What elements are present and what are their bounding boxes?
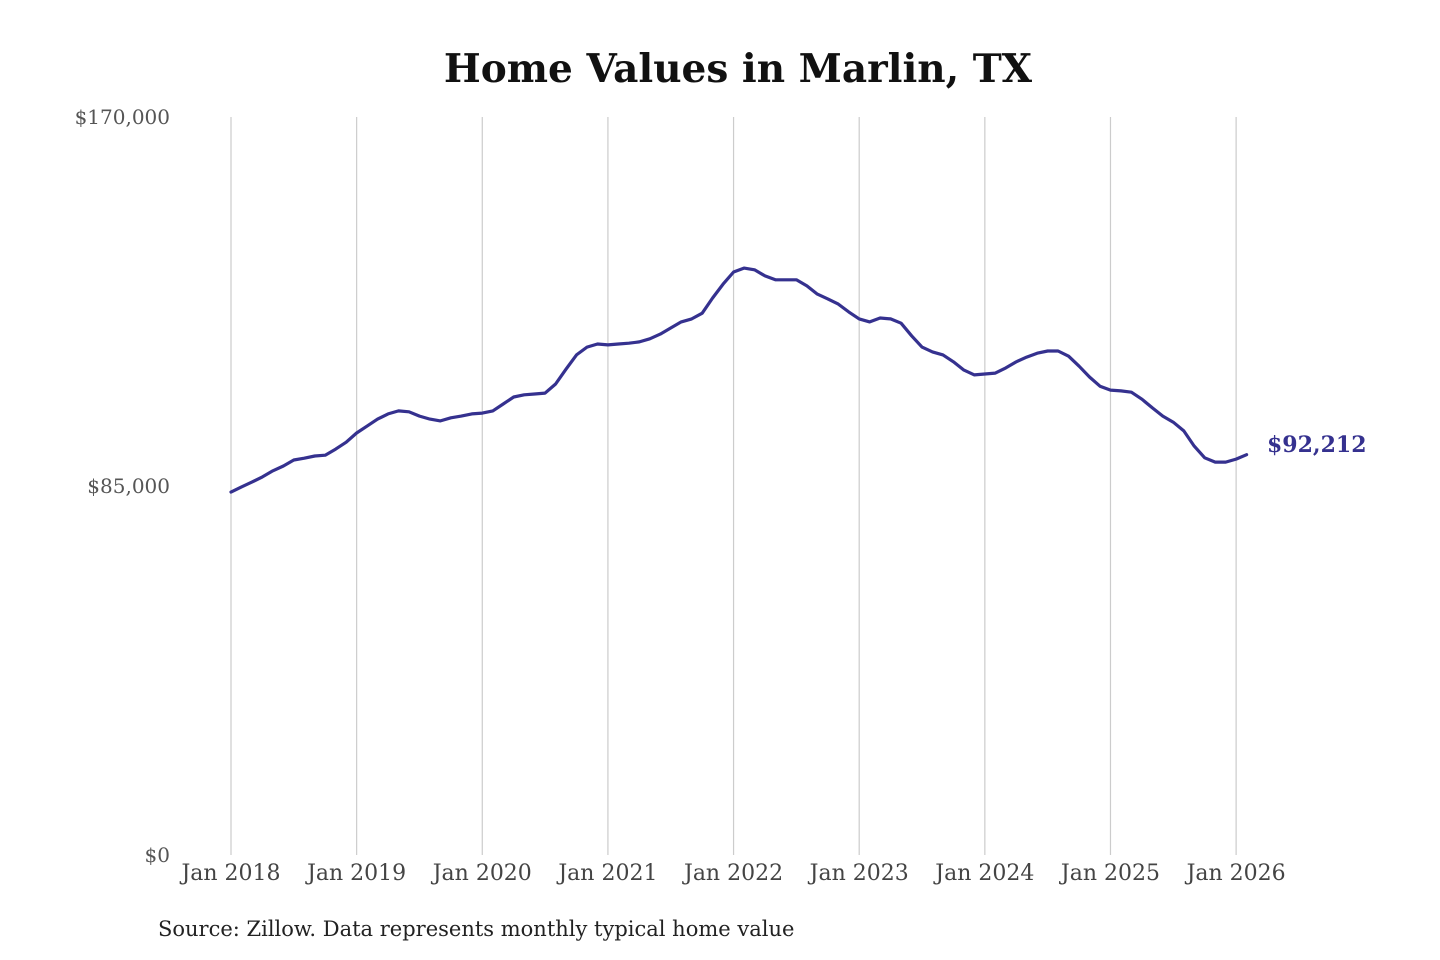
x-tick-label: Jan 2021 <box>556 861 657 886</box>
x-tick-label: Jan 2022 <box>682 861 783 886</box>
series-line <box>229 266 1249 494</box>
x-tick-label: Jan 2023 <box>808 861 909 886</box>
y-tick-label: $0 <box>145 843 170 867</box>
x-tick-label: Jan 2020 <box>431 861 532 886</box>
x-tick-label: Jan 2018 <box>179 861 280 886</box>
x-axis-ticks: Jan 2018 Jan 2019 Jan 2020 Jan 2021 Jan 2022… <box>179 861 1285 886</box>
end-value-label: $92,212 <box>1267 432 1367 458</box>
chart-title: Home Values in Marlin, TX <box>444 46 1033 92</box>
gridlines <box>230 117 1237 855</box>
x-tick-label: Jan 2025 <box>1059 861 1160 886</box>
x-tick-label: Jan 2019 <box>305 861 406 886</box>
x-tick-label: Jan 2026 <box>1185 861 1286 886</box>
y-tick-label: $85,000 <box>87 474 170 498</box>
source-note: Source: Zillow. Data represents monthly … <box>158 917 795 941</box>
data-points <box>230 268 1247 493</box>
x-tick-label: Jan 2024 <box>933 861 1034 886</box>
y-axis-ticks: $170,000 $85,000 $0 <box>75 105 170 867</box>
y-tick-label: $170,000 <box>75 105 170 129</box>
